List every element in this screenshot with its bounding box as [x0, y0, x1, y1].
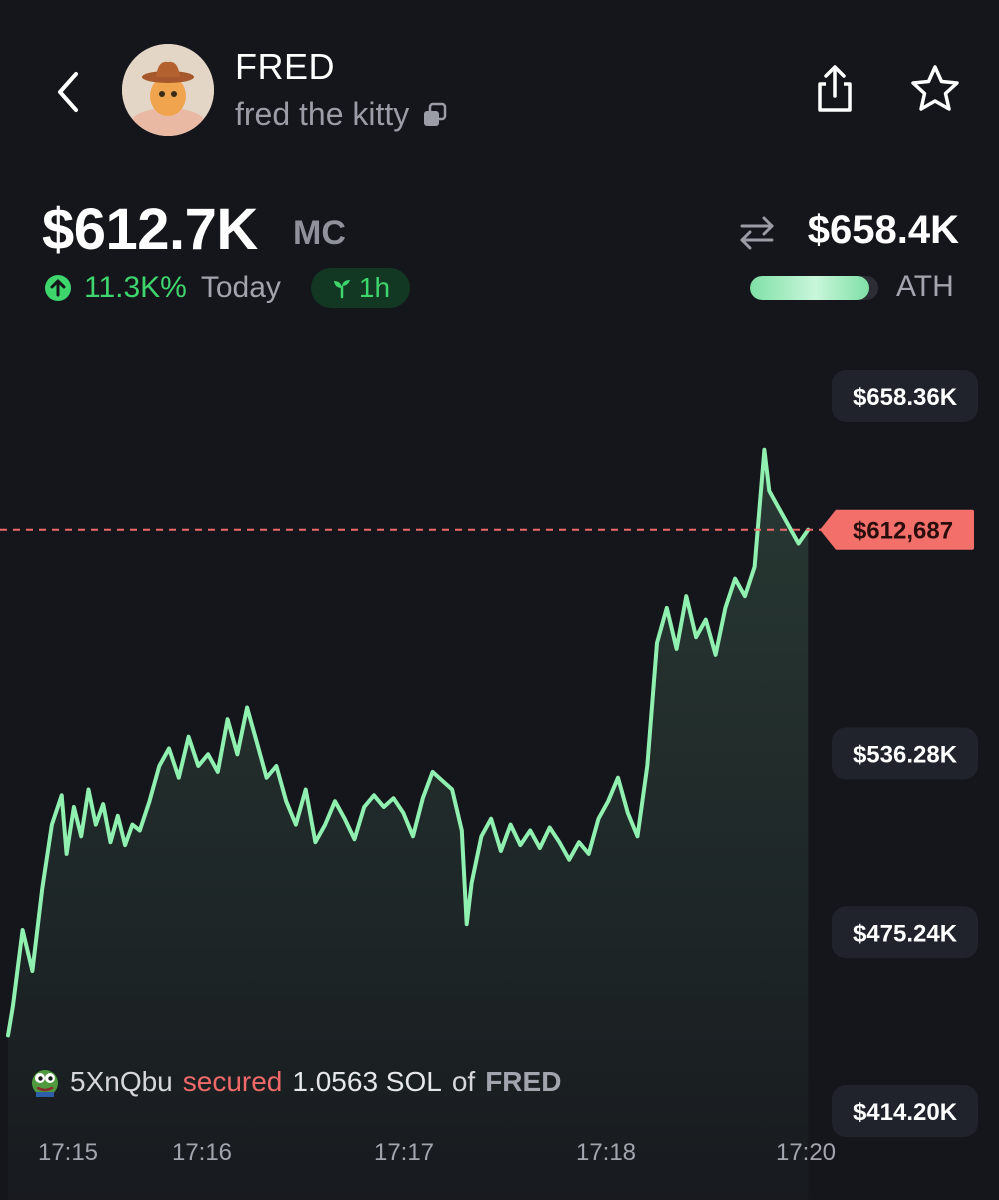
price-series-line — [6, 447, 811, 1038]
token-name-row: fred the kitty — [235, 96, 449, 133]
y-tick-label: $414.20K — [832, 1085, 978, 1137]
svg-text:$414.20K: $414.20K — [853, 1099, 958, 1126]
trade-action: secured — [182, 1066, 283, 1097]
current-price-tag: $612,687 — [820, 509, 974, 550]
x-tick-label: 17:18 — [576, 1139, 636, 1166]
trade-connector: of — [451, 1066, 476, 1097]
favorite-button[interactable] — [906, 62, 964, 116]
trade-ticker[interactable]: 5XnQbu secured 1.0563 SOL of FRED — [30, 1066, 561, 1098]
ath-progress-fill — [750, 276, 870, 300]
x-tick-label: 17:15 — [38, 1139, 98, 1166]
sprout-icon — [333, 280, 350, 299]
share-icon — [818, 65, 852, 112]
swap-arrows-icon — [740, 216, 774, 250]
token-avatar — [122, 44, 214, 136]
age-badge: 1h — [310, 268, 411, 308]
price-chart[interactable]: $658.36K $536.28K $475.24K $414.20K 17:15 17… — [0, 360, 999, 1200]
trade-amount: 1.0563 SOL — [292, 1066, 442, 1097]
svg-text:$536.28K: $536.28K — [853, 742, 958, 769]
back-button[interactable] — [44, 62, 94, 122]
token-name: fred the kitty — [235, 96, 410, 132]
y-tick-label: $658.36K — [832, 370, 978, 422]
y-tick-label: $536.28K — [832, 727, 978, 780]
market-cap-label: MC — [293, 214, 346, 252]
change-period: Today — [200, 271, 281, 304]
ath-label: ATH — [896, 270, 954, 303]
arrow-up-circle-icon — [45, 275, 71, 301]
swap-toggle[interactable] — [738, 214, 776, 250]
star-icon — [911, 65, 959, 111]
trade-token: FRED — [485, 1066, 562, 1097]
x-tick-label: 17:17 — [374, 1139, 434, 1166]
token-symbol: FRED — [235, 46, 335, 87]
ath-value: $658.4K — [807, 208, 959, 252]
chevron-left-icon — [58, 72, 78, 112]
x-tick-label: 17:20 — [776, 1139, 836, 1166]
age-badge-label: 1h — [358, 272, 391, 303]
y-tick-label: $475.24K — [832, 906, 978, 959]
copy-icon[interactable] — [421, 101, 449, 129]
market-cap-value: $612.7K — [42, 197, 258, 262]
change-percent: 11.3K% — [84, 271, 187, 304]
x-tick-label: 17:16 — [172, 1139, 232, 1166]
trade-wallet: 5XnQbu — [70, 1066, 173, 1097]
kitty-avatar-image — [122, 44, 214, 136]
svg-text:$658.36K: $658.36K — [853, 384, 958, 411]
frog-avatar-icon — [32, 1070, 58, 1097]
svg-text:$475.24K: $475.24K — [853, 920, 958, 947]
price-change-row: 11.3K% Today 1h — [42, 268, 411, 308]
svg-text:$612,687: $612,687 — [853, 518, 953, 545]
share-button[interactable] — [808, 62, 862, 116]
ath-progress-bar — [750, 276, 878, 300]
